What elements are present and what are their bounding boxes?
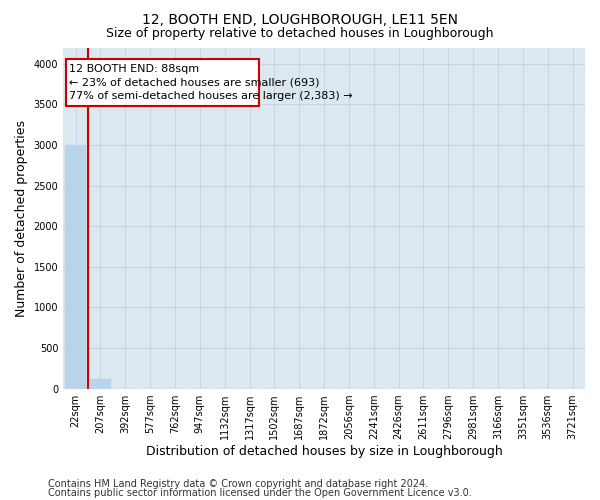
Text: Size of property relative to detached houses in Loughborough: Size of property relative to detached ho… [106, 28, 494, 40]
Text: ← 23% of detached houses are smaller (693): ← 23% of detached houses are smaller (69… [70, 78, 320, 88]
Text: Contains public sector information licensed under the Open Government Licence v3: Contains public sector information licen… [48, 488, 472, 498]
Bar [65, 145, 86, 388]
Text: 77% of semi-detached houses are larger (2,383) →: 77% of semi-detached houses are larger (… [70, 90, 353, 101]
Text: 12 BOOTH END: 88sqm: 12 BOOTH END: 88sqm [70, 64, 200, 74]
FancyBboxPatch shape [65, 59, 259, 106]
Text: Contains HM Land Registry data © Crown copyright and database right 2024.: Contains HM Land Registry data © Crown c… [48, 479, 428, 489]
Text: 12, BOOTH END, LOUGHBOROUGH, LE11 5EN: 12, BOOTH END, LOUGHBOROUGH, LE11 5EN [142, 12, 458, 26]
X-axis label: Distribution of detached houses by size in Loughborough: Distribution of detached houses by size … [146, 444, 502, 458]
Bar [90, 379, 111, 388]
Y-axis label: Number of detached properties: Number of detached properties [15, 120, 28, 316]
